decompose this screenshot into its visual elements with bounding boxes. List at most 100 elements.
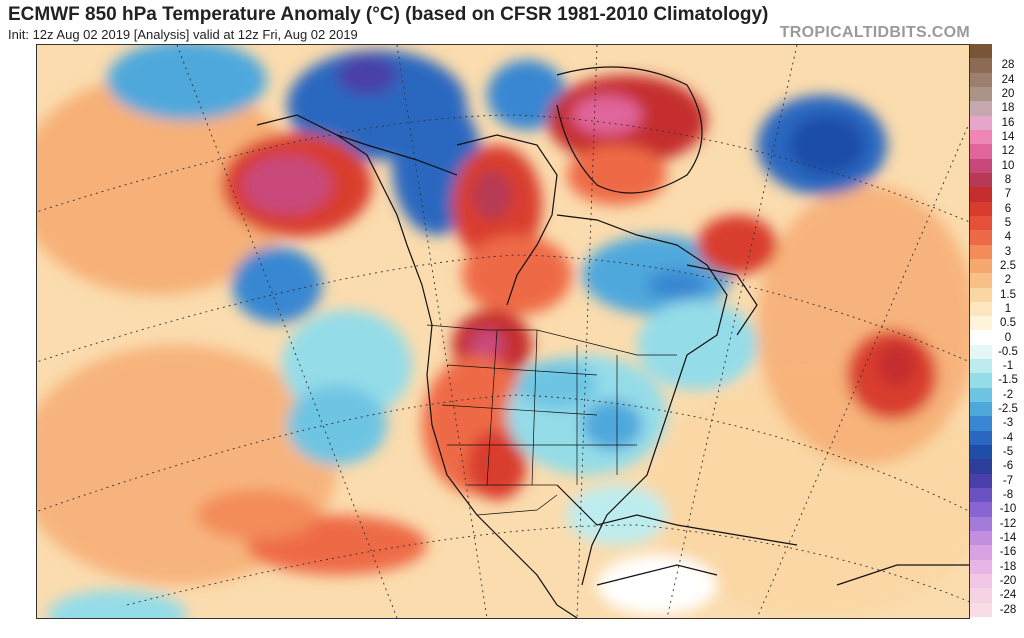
colorbar-swatch [970, 488, 992, 503]
colorbar-label: -16 [999, 546, 1017, 559]
colorbar: 28 24 20 18 16 14 12 10 8 7 6 5 4 3 2.5 2 1.5 1 0.5 0 -0.5 -1… [970, 44, 1024, 617]
colorbar-level: 20 [970, 86, 1024, 102]
colorbar-label: -3 [1002, 417, 1014, 430]
colorbar-swatch [970, 72, 992, 87]
colorbar-swatch [970, 301, 992, 317]
colorbar-swatch [970, 344, 992, 360]
colorbar-label: -18 [999, 560, 1017, 573]
map-subtitle: Init: 12z Aug 02 2019 [Analysis] valid a… [8, 27, 358, 42]
colorbar-swatch [970, 316, 992, 331]
colorbar-swatch [970, 201, 992, 216]
colorbar-level: -7 [970, 473, 1024, 489]
colorbar-label: -6 [1002, 460, 1014, 473]
colorbar-label: 3 [1004, 245, 1012, 258]
colorbar-level: 0 [970, 330, 1024, 345]
colorbar-label: -2.5 [998, 403, 1018, 416]
colorbar-swatch [970, 230, 992, 245]
colorbar-swatch [970, 273, 992, 288]
coastlines [256, 66, 969, 618]
colorbar-level: 14 [970, 129, 1024, 145]
colorbar-label: 24 [1001, 73, 1015, 86]
colorbar-label: 18 [1001, 102, 1015, 115]
colorbar-swatch [970, 187, 992, 202]
colorbar-swatch [970, 531, 992, 546]
colorbar-level: 16 [970, 115, 1024, 130]
colorbar-swatch [970, 258, 992, 274]
political-borders [426, 324, 677, 516]
colorbar-level: -5 [970, 445, 1024, 460]
colorbar-swatch [970, 387, 992, 403]
colorbar-label: 2.5 [1000, 259, 1016, 272]
colorbar-swatch [970, 473, 992, 489]
graticule [37, 45, 969, 618]
colorbar-label: -12 [999, 517, 1017, 530]
colorbar-label: 7 [1004, 188, 1012, 201]
colorbar-level: 8 [970, 172, 1024, 188]
colorbar-level: -20 [970, 574, 1024, 589]
colorbar-swatch [970, 430, 992, 446]
colorbar-swatch [970, 101, 992, 116]
colorbar-label: -7 [1002, 474, 1014, 487]
colorbar-label: -4 [1002, 431, 1014, 444]
colorbar-level: 18 [970, 101, 1024, 116]
colorbar-level: 4 [970, 230, 1024, 245]
colorbar-swatch [970, 129, 992, 145]
colorbar-label: -20 [999, 575, 1017, 588]
colorbar-swatch [970, 244, 992, 259]
colorbar-level: -28 [970, 602, 1024, 617]
colorbar-level: 28 [970, 58, 1024, 73]
colorbar-swatch [970, 402, 992, 417]
colorbar-label: -1.5 [998, 374, 1018, 387]
colorbar-swatch [970, 144, 992, 159]
colorbar-swatch [970, 115, 992, 130]
colorbar-label: -28 [999, 603, 1017, 616]
colorbar-level: 6 [970, 201, 1024, 216]
colorbar-label: -8 [1002, 489, 1014, 502]
colorbar-level: -10 [970, 502, 1024, 517]
colorbar-level: 3 [970, 244, 1024, 259]
colorbar-swatch [970, 215, 992, 231]
colorbar-label: 0 [1004, 331, 1012, 344]
colorbar-label: -2 [1002, 388, 1014, 401]
colorbar-level: -6 [970, 459, 1024, 474]
colorbar-label: -10 [999, 503, 1017, 516]
colorbar-swatch [970, 502, 992, 517]
brand-watermark: TROPICALTIDBITS.COM [779, 24, 970, 41]
colorbar-level: 24 [970, 72, 1024, 87]
colorbar-swatch [970, 516, 992, 532]
colorbar-level: -2.5 [970, 402, 1024, 417]
colorbar-swatch [970, 559, 992, 574]
colorbar-swatch [970, 545, 992, 560]
map-title: ECMWF 850 hPa Temperature Anomaly (°C) (… [8, 4, 769, 25]
anomaly-map [36, 44, 970, 619]
colorbar-label: -1 [1002, 360, 1014, 373]
colorbar-label: -24 [999, 589, 1017, 602]
colorbar-swatch [970, 158, 992, 173]
colorbar-label: 1.5 [1000, 288, 1016, 301]
colorbar-swatch [970, 86, 992, 102]
colorbar-level: 1.5 [970, 287, 1024, 302]
colorbar-level: -0.5 [970, 344, 1024, 360]
colorbar-swatch [970, 445, 992, 460]
colorbar-level: -12 [970, 516, 1024, 532]
colorbar-level: 1 [970, 301, 1024, 317]
colorbar-label: 4 [1004, 231, 1012, 244]
colorbar-swatch [970, 172, 992, 188]
colorbar-label: -14 [999, 532, 1017, 545]
colorbar-level [970, 44, 1024, 59]
colorbar-label: 0.5 [1000, 317, 1016, 330]
colorbar-swatch [970, 459, 992, 474]
colorbar-level: 5 [970, 215, 1024, 231]
colorbar-label: 8 [1004, 173, 1012, 186]
colorbar-swatch [970, 287, 992, 302]
colorbar-level: -8 [970, 488, 1024, 503]
colorbar-swatch [970, 574, 992, 589]
colorbar-level: -18 [970, 559, 1024, 574]
colorbar-level: -14 [970, 531, 1024, 546]
colorbar-label [993, 44, 1023, 58]
colorbar-label: 2 [1004, 274, 1012, 287]
colorbar-level: 12 [970, 144, 1024, 159]
colorbar-label: 20 [1001, 87, 1015, 100]
colorbar-swatch [970, 416, 992, 431]
colorbar-label: 28 [1001, 59, 1015, 72]
